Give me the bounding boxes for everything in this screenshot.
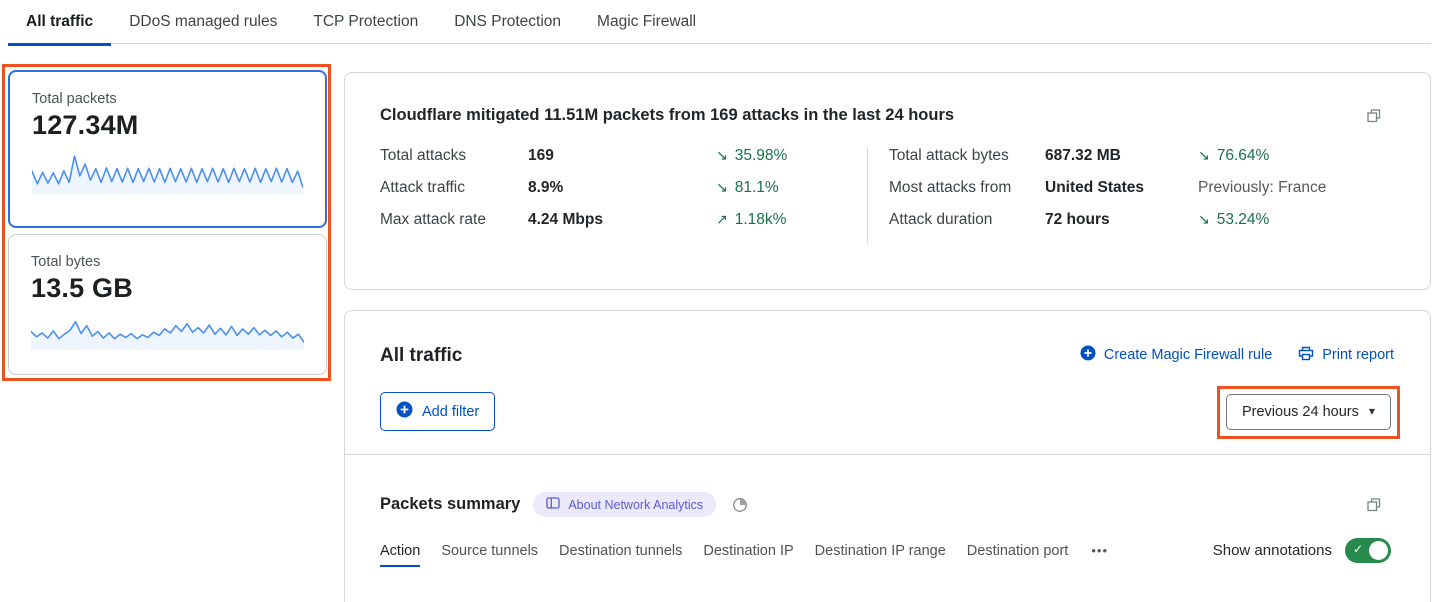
tab-dns-protection[interactable]: DNS Protection [454, 12, 562, 30]
show-annotations-toggle[interactable]: ✓ [1345, 538, 1391, 563]
total-bytes-card[interactable]: Total bytes 13.5 GB [8, 234, 327, 375]
trend-down-icon: ↘ [1198, 212, 1210, 228]
card-title: Total bytes [31, 254, 101, 270]
stat-delta: ↘ 35.98% [716, 147, 788, 164]
copy-summary-button[interactable] [1364, 106, 1384, 126]
time-range-dropdown[interactable]: Previous 24 hours ▼ [1225, 393, 1391, 430]
all-traffic-title: All traffic [380, 345, 463, 366]
more-tabs-button[interactable]: ••• [1091, 543, 1108, 558]
plus-circle-icon [1080, 345, 1096, 365]
plus-circle-icon [396, 401, 413, 422]
copy-packets-summary-button[interactable] [1364, 495, 1384, 515]
trend-down-icon: ↘ [716, 180, 728, 196]
tab-magic-firewall[interactable]: Magic Firewall [597, 12, 697, 30]
mitigation-headline: Cloudflare mitigated 11.51M packets from… [380, 106, 955, 124]
time-comparison-button[interactable] [730, 495, 750, 515]
printer-icon [1298, 346, 1314, 365]
chevron-down-icon: ▼ [1368, 407, 1375, 416]
tab-ddos-managed-rules[interactable]: DDoS managed rules [129, 12, 278, 30]
stat-total-attacks: Total attacks 169 ↘ 35.98% [380, 147, 788, 164]
book-icon [546, 497, 560, 512]
copy-icon [1366, 109, 1382, 127]
tab-action[interactable]: Action [380, 542, 421, 567]
total-bytes-sparkline [31, 310, 304, 350]
tab-destination-tunnels[interactable]: Destination tunnels [559, 542, 683, 559]
stat-total-attack-bytes: Total attack bytes 687.32 MB ↘ 76.64% [889, 147, 1270, 164]
stat-max-attack-rate: Max attack rate 4.24 Mbps ↗ 1.18k% [380, 211, 787, 228]
card-title: Total packets [32, 91, 117, 107]
card-value: 127.34M [32, 110, 139, 140]
packets-summary-tabbar: Action Source tunnels Destination tunnel… [380, 542, 1110, 567]
stat-previous-value: Previously: France [1198, 179, 1327, 196]
card-value: 13.5 GB [31, 273, 133, 303]
attack-stats: Total attacks 169 ↘ 35.98% Attack traffic… [345, 147, 1430, 243]
trend-down-icon: ↘ [1198, 148, 1210, 164]
section-divider [345, 454, 1430, 455]
tab-destination-port[interactable]: Destination port [966, 542, 1069, 559]
add-filter-button[interactable]: Add filter [380, 392, 496, 431]
trend-down-icon: ↘ [716, 148, 728, 164]
tab-tcp-protection[interactable]: TCP Protection [313, 12, 419, 30]
about-network-analytics-badge[interactable]: About Network Analytics [533, 492, 717, 517]
stat-delta: ↗ 1.18k% [716, 211, 787, 228]
tab-destination-ip[interactable]: Destination IP [703, 542, 794, 559]
stat-delta: ↘ 76.64% [1198, 147, 1270, 164]
create-magic-firewall-rule-link[interactable]: Create Magic Firewall rule [1080, 345, 1272, 365]
total-packets-sparkline [32, 150, 303, 194]
pie-clock-icon [732, 497, 748, 516]
trend-up-icon: ↗ [716, 212, 728, 228]
stat-attack-duration: Attack duration 72 hours ↘ 53.24% [889, 211, 1270, 228]
print-report-link[interactable]: Print report [1298, 346, 1394, 365]
stat-delta: ↘ 81.1% [716, 179, 779, 196]
tab-all-traffic[interactable]: All traffic [8, 0, 112, 46]
toggle-knob [1369, 541, 1388, 560]
tab-source-tunnels[interactable]: Source tunnels [441, 542, 539, 559]
attack-summary-panel: Cloudflare mitigated 11.51M packets from… [344, 72, 1431, 290]
total-packets-card[interactable]: Total packets 127.34M [8, 70, 327, 228]
show-annotations-label: Show annotations [1212, 542, 1332, 559]
tab-destination-ip-range[interactable]: Destination IP range [814, 542, 946, 559]
all-traffic-panel: All traffic Create Magic Firewall rule P… [344, 310, 1431, 602]
stat-most-attacks-from: Most attacks from United States Previous… [889, 179, 1327, 196]
stat-delta: ↘ 53.24% [1198, 211, 1270, 228]
copy-icon [1366, 497, 1382, 516]
top-tabbar: All traffic DDoS managed rules TCP Prote… [8, 0, 1431, 46]
stat-attack-traffic: Attack traffic 8.9% ↘ 81.1% [380, 179, 779, 196]
packets-summary-title: Packets summary [380, 495, 521, 513]
check-icon: ✓ [1353, 542, 1364, 556]
